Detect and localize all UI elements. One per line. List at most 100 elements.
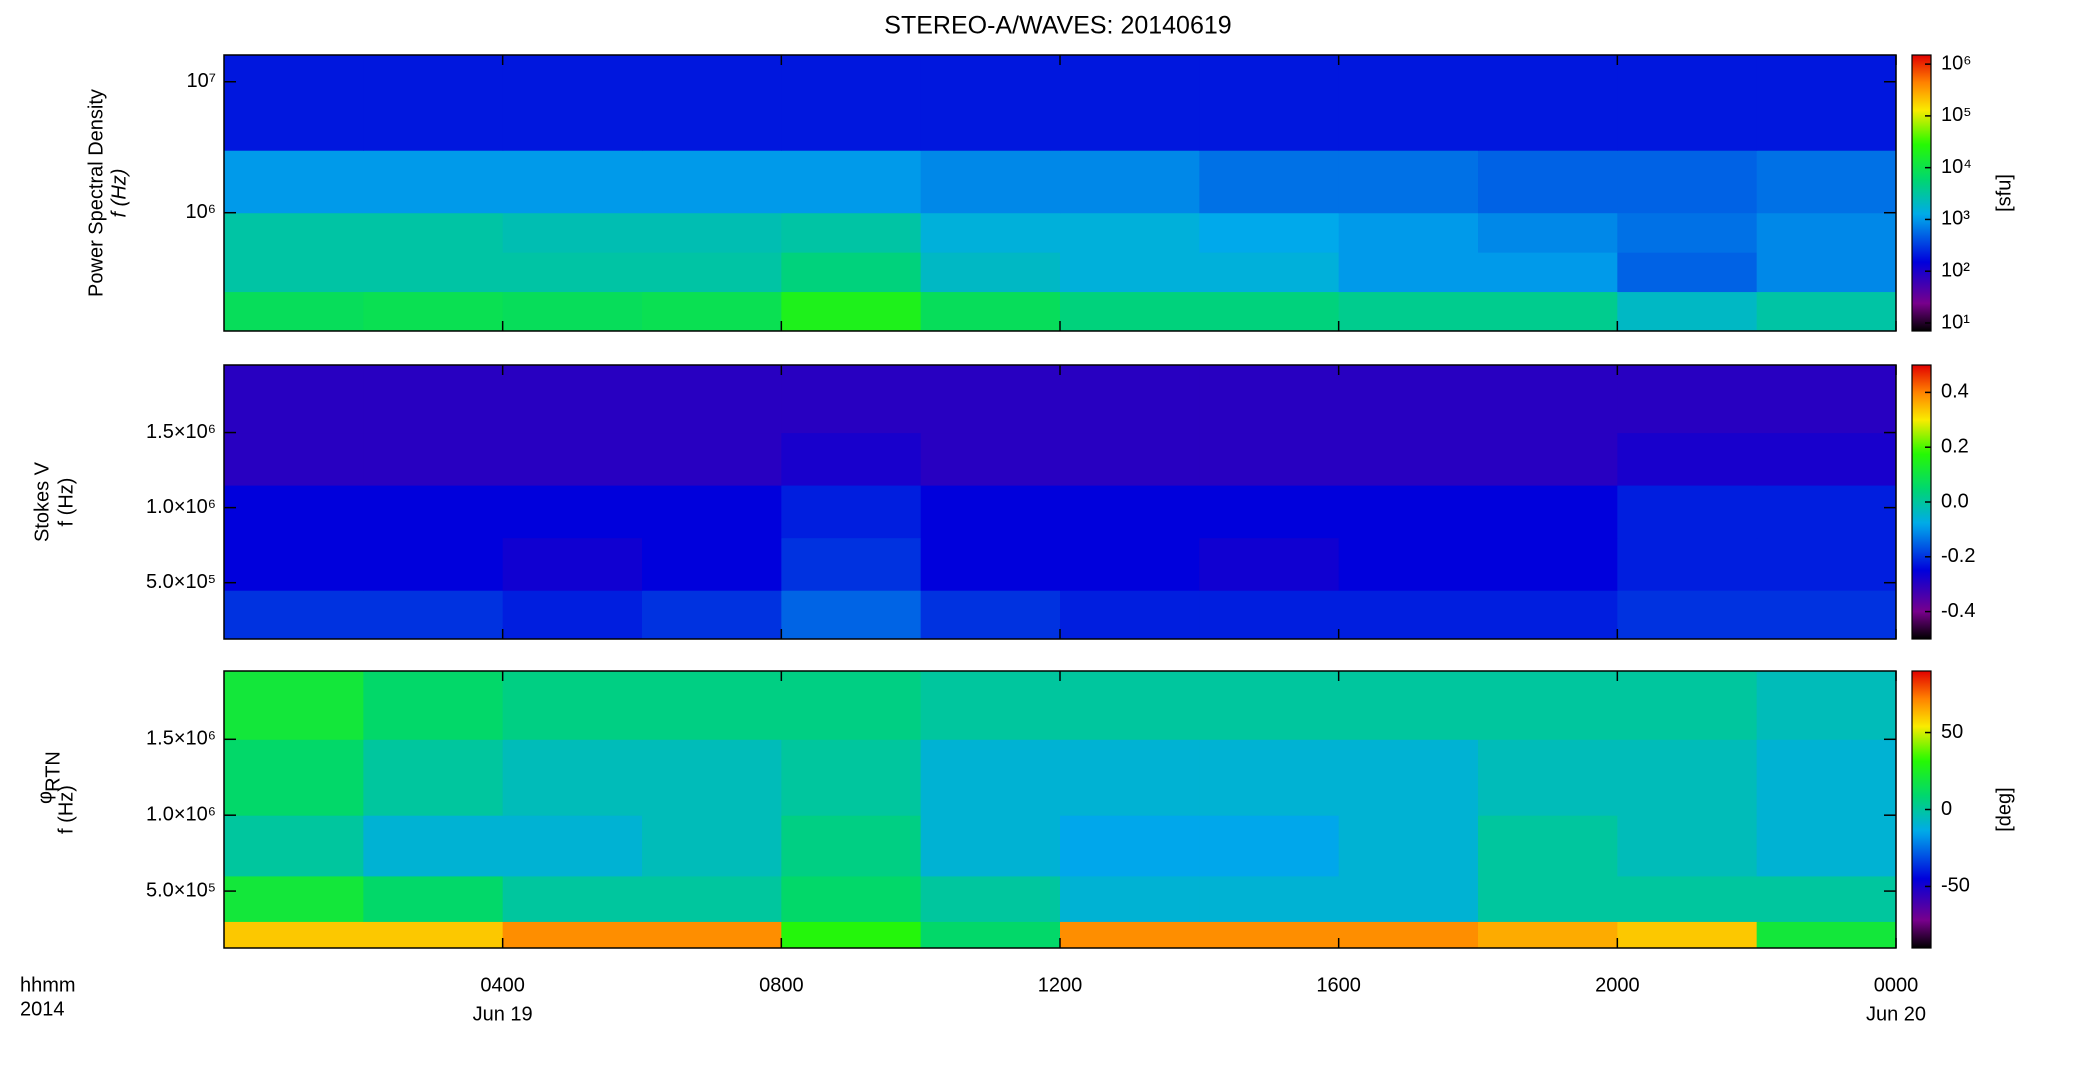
spectrogram-cell bbox=[1617, 739, 1758, 816]
spectrogram-cell bbox=[1617, 921, 1758, 949]
spectrogram-cell bbox=[1338, 875, 1479, 922]
spectrogram-cell bbox=[1756, 671, 1897, 740]
y-tick-label: 1.5×10⁶ bbox=[146, 728, 216, 750]
spectrogram-cell bbox=[1199, 212, 1340, 253]
spectrogram-cell bbox=[1478, 212, 1618, 253]
spectrogram-cell bbox=[781, 212, 922, 253]
spectrogram-cell bbox=[1756, 291, 1897, 332]
spectrogram-cell bbox=[1756, 485, 1897, 539]
spectrogram-cell bbox=[642, 150, 782, 214]
spectrogram-cell bbox=[224, 252, 364, 293]
spectrogram-cell bbox=[502, 485, 643, 539]
spectrogram-cell bbox=[1060, 815, 1200, 877]
spectrogram-cell bbox=[1338, 432, 1479, 486]
spectrogram-cell bbox=[1060, 671, 1200, 740]
y-axis-label-subscript: RTN bbox=[42, 751, 64, 792]
spectrogram-cell bbox=[1478, 739, 1618, 816]
spectrogram-cell bbox=[1338, 252, 1479, 293]
spectrogram-cell bbox=[1617, 590, 1758, 640]
y-tick-label: 1.5×10⁶ bbox=[146, 421, 216, 443]
spectrogram-cell bbox=[1617, 365, 1758, 434]
spectrogram-cell bbox=[224, 921, 364, 949]
spectrogram-cell bbox=[502, 252, 643, 293]
spectrogram-cell bbox=[224, 815, 364, 877]
spectrogram-cell bbox=[920, 485, 1061, 539]
colorbar-tick-label: -0.2 bbox=[1941, 545, 1975, 567]
spectrogram-cell bbox=[1060, 537, 1200, 591]
spectrogram-cell bbox=[363, 875, 504, 922]
spectrogram-cell bbox=[1199, 739, 1340, 816]
spectrogram-cell bbox=[642, 921, 782, 949]
spectrogram-cell bbox=[642, 485, 782, 539]
spectrogram-cell bbox=[1060, 739, 1200, 816]
spectrogram-cell bbox=[502, 671, 643, 740]
spectrogram-cell bbox=[642, 212, 782, 253]
colorbar-tick-label: 0.2 bbox=[1941, 435, 1969, 457]
spectrogram-cell bbox=[1617, 671, 1758, 740]
spectrogram-cell bbox=[363, 55, 504, 151]
y-axis-label: Stokes V bbox=[31, 461, 53, 542]
spectrogram-cell bbox=[1060, 212, 1200, 253]
spectrogram-cell bbox=[1338, 671, 1479, 740]
spectrogram-cell bbox=[781, 537, 922, 591]
spectrogram-cell bbox=[1478, 815, 1618, 877]
spectrogram-cell bbox=[1199, 291, 1340, 332]
colorbar-tick-label: 0 bbox=[1941, 798, 1952, 820]
spectrogram-cell bbox=[363, 365, 504, 434]
spectrogram-cell bbox=[224, 485, 364, 539]
spectrogram-cell bbox=[1756, 432, 1897, 486]
spectrogram-cell bbox=[502, 212, 643, 253]
spectrogram-cell bbox=[1199, 537, 1340, 591]
spectrogram-cell bbox=[224, 212, 364, 253]
colorbar-label: [sfu] bbox=[1993, 174, 2015, 212]
spectrogram-cell bbox=[363, 590, 504, 640]
y-axis-label-unit: f (Hz) bbox=[55, 478, 77, 527]
spectrogram-cell bbox=[224, 150, 364, 214]
y-tick-label: 10⁷ bbox=[187, 70, 216, 92]
spectrogram-cell bbox=[1199, 485, 1340, 539]
spectrogram-cell bbox=[781, 55, 922, 151]
spectrogram-cell bbox=[920, 252, 1061, 293]
spectrogram-cell bbox=[1756, 815, 1897, 877]
spectrogram-cell bbox=[642, 739, 782, 816]
spectrogram-cell bbox=[781, 150, 922, 214]
spectrogram-cell bbox=[224, 55, 364, 151]
spectrogram-cell bbox=[642, 875, 782, 922]
spectrogram-cell bbox=[502, 739, 643, 816]
x-tick-label: 1600 bbox=[1316, 974, 1361, 996]
spectrogram-cell bbox=[1199, 815, 1340, 877]
colorbar-tick-label: 0.0 bbox=[1941, 490, 1969, 512]
date-label: Jun 19 bbox=[473, 1003, 533, 1025]
spectrogram-cell bbox=[642, 55, 782, 151]
spectrogram-cell bbox=[781, 921, 922, 949]
spectrogram-cell bbox=[1338, 590, 1479, 640]
chart-title: STEREO-A/WAVES: 20140619 bbox=[884, 12, 1231, 40]
x-tick-label: 2000 bbox=[1595, 974, 1640, 996]
spectrogram-cell bbox=[1060, 921, 1200, 949]
spectrogram-cell bbox=[920, 212, 1061, 253]
spectrogram-cell bbox=[1756, 212, 1897, 253]
x-axis-label: hhmm bbox=[20, 974, 76, 996]
spectrogram-cell bbox=[1617, 150, 1758, 214]
spectrogram-cell bbox=[1756, 739, 1897, 816]
spectrogram-cell bbox=[781, 739, 922, 816]
spectrogram-cell bbox=[1199, 252, 1340, 293]
spectrogram-cell bbox=[781, 291, 922, 332]
spectrogram-cell bbox=[1756, 252, 1897, 293]
y-tick-label: 1.0×10⁶ bbox=[146, 496, 216, 518]
spectrogram-cell bbox=[1199, 671, 1340, 740]
spectrogram-cell bbox=[363, 432, 504, 486]
spectrogram-cell bbox=[1756, 55, 1897, 151]
spectrogram-cell bbox=[1478, 485, 1618, 539]
spectrogram-cell bbox=[224, 365, 364, 434]
spectrogram-cell bbox=[1617, 815, 1758, 877]
colorbar-tick-label: 10² bbox=[1941, 259, 1970, 281]
spectrogram-cell bbox=[1617, 432, 1758, 486]
x-tick-label: 1200 bbox=[1038, 974, 1083, 996]
spectrogram-cell bbox=[642, 671, 782, 740]
spectrogram-cell bbox=[920, 739, 1061, 816]
spectrogram-cell bbox=[1617, 55, 1758, 151]
spectrogram-cell bbox=[1060, 252, 1200, 293]
spectrogram-cell bbox=[1060, 875, 1200, 922]
